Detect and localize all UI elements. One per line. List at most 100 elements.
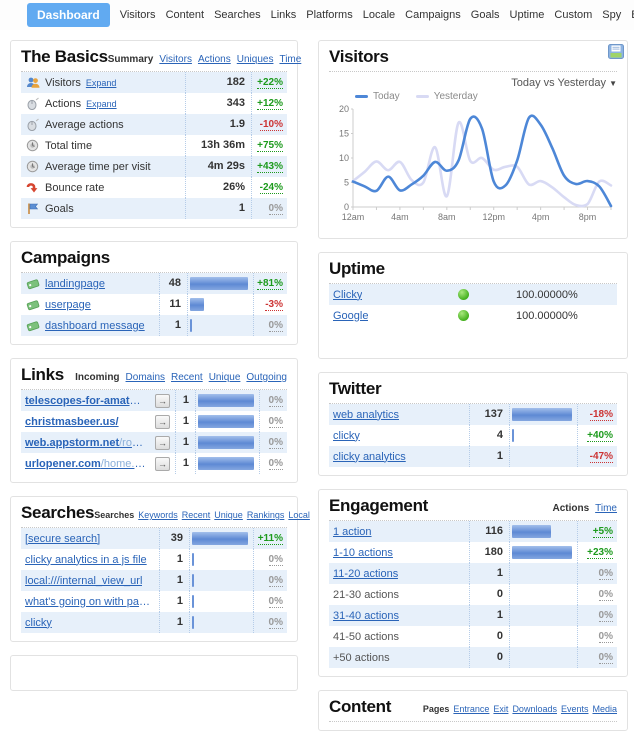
campaign-cell: userpage <box>21 298 159 312</box>
incoming-link[interactable]: web.appstorm.net/roundups/web-devel... <box>25 437 146 449</box>
percent-value: 0% <box>268 458 283 470</box>
engagement-link[interactable]: 1-10 actions <box>333 546 393 559</box>
tab-content-exit[interactable]: Exit <box>493 704 509 714</box>
engagement-link[interactable]: 11-20 actions <box>333 567 399 580</box>
value-cell: 1 <box>175 411 195 432</box>
engagement-cell: 41-50 actions <box>329 631 469 643</box>
content-tabs: Pages Entrance Exit Downloads Events Media <box>423 704 617 714</box>
twitter-keyword-link[interactable]: web analytics <box>333 408 400 421</box>
campaign-link[interactable]: userpage <box>45 298 91 311</box>
percent-value: +5% <box>592 526 613 538</box>
percent-value: 0% <box>268 203 283 215</box>
tab-basics-actions[interactable]: Actions <box>197 54 231 65</box>
nav-item-big-screen[interactable]: Big screen <box>631 9 634 21</box>
tab-searches-unique[interactable]: Unique <box>214 510 243 520</box>
percent-value: 0% <box>268 596 283 608</box>
search-link[interactable]: clicky <box>25 616 52 629</box>
panel-links: Links Incoming Domains Recent Unique Outgoin… <box>10 358 298 483</box>
metric-label: Actions <box>45 97 82 110</box>
search-link[interactable]: [secure search] <box>25 532 101 545</box>
engagement-title: Engagement <box>329 496 429 515</box>
table-row: 11-20 actions 1 0% <box>329 563 617 584</box>
nav-item-spy[interactable]: Spy <box>602 9 622 21</box>
nav-item-campaigns[interactable]: Campaigns <box>405 9 461 21</box>
campaign-link[interactable]: landingpage <box>45 277 105 290</box>
percent-value: 0% <box>598 610 613 622</box>
incoming-link[interactable]: telescopes-for-amateur-astronomers.... <box>25 395 146 407</box>
campaign-link[interactable]: dashboard message <box>45 319 145 332</box>
expand-link[interactable]: Expand <box>85 77 117 88</box>
percent-change: 0% <box>577 605 617 626</box>
incoming-link[interactable]: christmasbeer.us/ <box>25 416 119 428</box>
tab-content-events[interactable]: Events <box>560 704 589 714</box>
tab-searches-recent[interactable]: Recent <box>181 510 211 520</box>
uptime-site-link[interactable]: Clicky <box>333 288 363 301</box>
nav-item-platforms[interactable]: Platforms <box>306 9 353 21</box>
open-link-button[interactable]: → <box>155 414 170 429</box>
bar-cell <box>509 605 577 626</box>
open-link-button[interactable]: → <box>155 393 170 408</box>
search-link[interactable]: clicky analytics in a js file <box>25 553 147 566</box>
tab-basics-visitors[interactable]: Visitors <box>159 54 192 65</box>
value-bar <box>512 408 572 421</box>
twitter-keyword-link[interactable]: clicky analytics <box>333 450 406 463</box>
tab-links-unique[interactable]: Unique <box>208 372 241 383</box>
metric-label: Average actions <box>45 118 124 131</box>
tab-searches-keywords[interactable]: Keywords <box>138 510 178 520</box>
table-row: dashboard message 1 0% <box>21 315 287 336</box>
nav-dashboard-button[interactable]: Dashboard <box>27 3 110 27</box>
tab-content-media[interactable]: Media <box>592 704 617 714</box>
nav-item-goals[interactable]: Goals <box>470 9 500 21</box>
search-link[interactable]: local:///internal_view_url <box>25 574 143 587</box>
tab-content-downloads[interactable]: Downloads <box>512 704 557 714</box>
value-cell: 137 <box>469 404 509 425</box>
nav-item-custom[interactable]: Custom <box>554 9 593 21</box>
tab-engagement-time[interactable]: Time <box>595 503 617 514</box>
tab-searches-local[interactable]: Local <box>288 510 310 520</box>
uptime-site-link[interactable]: Google <box>333 309 369 322</box>
percent-change: +23% <box>577 542 617 563</box>
tab-links-recent[interactable]: Recent <box>171 372 203 383</box>
uptime-title: Uptime <box>329 259 385 278</box>
value-cell: 0 <box>469 626 509 647</box>
table-row: urlopener.com/home.html → 1 0% <box>21 453 287 474</box>
open-link-button[interactable]: → <box>155 435 170 450</box>
percent-change: 0% <box>259 432 287 453</box>
links-title: Links <box>21 365 64 384</box>
tab-basics-time[interactable]: Time <box>279 54 302 65</box>
campaigns-rows: landingpage 48 +81% userpage 11 -3% dashboard … <box>21 273 287 336</box>
nav-item-content[interactable]: Content <box>165 9 205 21</box>
panel-searches: Searches Searches Keywords Recent Unique Ran… <box>10 496 310 642</box>
nav-item-locale[interactable]: Locale <box>362 9 396 21</box>
engagement-link[interactable]: 31-40 actions <box>333 609 400 622</box>
chart-period-dropdown[interactable]: Today vs Yesterday ▼ <box>329 77 617 89</box>
expand-link[interactable]: Expand <box>86 98 117 109</box>
engagement-link[interactable]: 1 action <box>333 525 372 538</box>
tab-content-pages: Pages <box>422 704 450 714</box>
panel-content: Content Pages Entrance Exit Downloads Events… <box>318 690 628 731</box>
tag-icon <box>25 277 40 291</box>
nav-item-searches[interactable]: Searches <box>214 9 261 21</box>
searches-tabs: Searches Keywords Recent Unique Rankings Loca… <box>94 510 310 520</box>
tab-content-entrance[interactable]: Entrance <box>453 704 490 714</box>
search-link[interactable]: what's going on with paypal <box>25 595 155 608</box>
tab-basics-uniques[interactable]: Uniques <box>236 54 274 65</box>
tab-searches-rankings[interactable]: Rankings <box>246 510 285 520</box>
bar-cell <box>509 563 577 584</box>
tab-links-domains[interactable]: Domains <box>125 372 166 383</box>
nav-item-visitors[interactable]: Visitors <box>119 9 156 21</box>
value-cell: 0 <box>469 584 509 605</box>
open-link-button[interactable]: → <box>155 456 170 471</box>
twitter-keyword-link[interactable]: clicky <box>333 429 360 442</box>
tab-links-outgoing[interactable]: Outgoing <box>246 372 287 383</box>
nav-item-uptime[interactable]: Uptime <box>509 9 545 21</box>
incoming-link[interactable]: urlopener.com/home.html <box>25 458 146 470</box>
twitter-header: Twitter <box>329 379 617 404</box>
engagement-header: Engagement Actions Time <box>329 496 617 521</box>
save-icon[interactable] <box>608 44 624 59</box>
engagement-label: 41-50 actions <box>333 630 400 643</box>
link-domain: christmasbeer.us/ <box>25 415 119 428</box>
nav-item-links[interactable]: Links <box>270 9 297 21</box>
percent-change: 0% <box>253 315 287 336</box>
value-cell: 1.9 <box>185 114 251 135</box>
